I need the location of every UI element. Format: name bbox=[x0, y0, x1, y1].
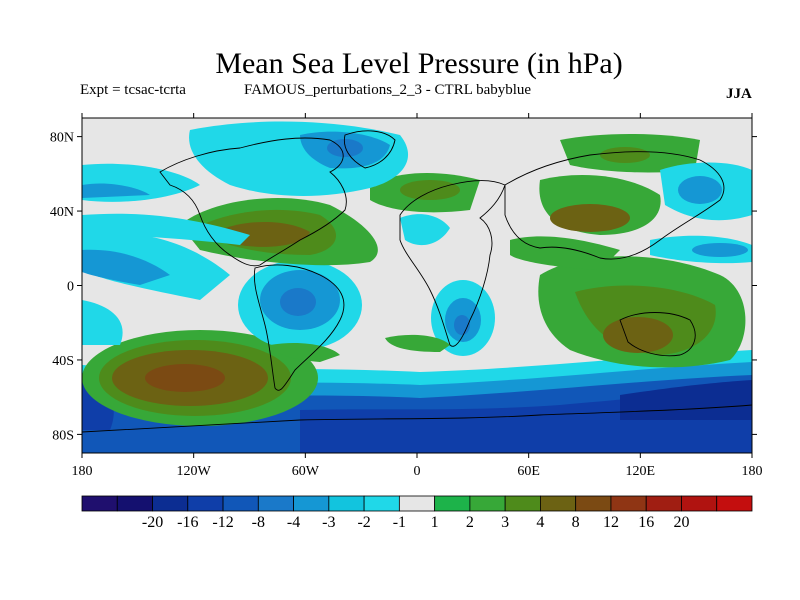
y-tick-label: 80N bbox=[50, 131, 74, 146]
asia-high bbox=[370, 134, 700, 235]
y-tick-label: 0 bbox=[67, 280, 74, 295]
colorbar-labels: -20 -16 -12 -8 -4 -3 -2 -1 1 2 3 4 8 12 16 20 bbox=[142, 514, 690, 531]
colorbar-label: 3 bbox=[501, 514, 509, 531]
colorbar-box bbox=[575, 495, 612, 512]
colorbar-box bbox=[504, 495, 541, 512]
colorbar-label: -1 bbox=[393, 514, 406, 531]
colorbar-box bbox=[610, 495, 647, 512]
x-tick-label: 180 bbox=[72, 464, 93, 479]
colorbar-label: -8 bbox=[252, 514, 265, 531]
y-tick-label: 80S bbox=[52, 428, 74, 443]
colorbar-label: 2 bbox=[466, 514, 474, 531]
colorbar-box bbox=[116, 495, 153, 512]
south-pacific-high bbox=[82, 330, 318, 426]
colorbar-box bbox=[222, 495, 259, 512]
coastlines bbox=[82, 130, 752, 433]
colorbar-box bbox=[716, 495, 753, 512]
colorbar-box bbox=[152, 495, 189, 512]
colorbar-box bbox=[328, 495, 365, 512]
colorbar-box bbox=[187, 495, 224, 512]
x-tick-label: 180 bbox=[742, 464, 763, 479]
colorbar-box bbox=[540, 495, 577, 512]
colorbar-label: -3 bbox=[322, 514, 335, 531]
colorbar-label: 1 bbox=[431, 514, 439, 531]
y-tick-label: 40S bbox=[52, 354, 74, 369]
colorbar-box bbox=[645, 495, 682, 512]
north-lows bbox=[82, 121, 752, 264]
north-america-high bbox=[180, 197, 378, 266]
x-tick-label: 120E bbox=[626, 464, 656, 479]
colorbar-box bbox=[681, 495, 718, 512]
colorbar-label: -12 bbox=[212, 514, 233, 531]
colorbar-box bbox=[293, 495, 330, 512]
equatorial-belt bbox=[82, 213, 450, 362]
colorbar-label: -16 bbox=[177, 514, 198, 531]
axis-ticks: 80N 40N 0 40S 80S 180 120W 60W 0 60E 120E 180 bbox=[50, 113, 763, 479]
colorbar-label: 16 bbox=[638, 514, 654, 531]
experiment-label: Expt = tcsac-tcrta bbox=[80, 82, 186, 98]
chart-title: Mean Sea Level Pressure (in hPa) bbox=[215, 47, 623, 80]
colorbar-label: -20 bbox=[142, 514, 163, 531]
south-america-low bbox=[82, 232, 362, 350]
indian-ocean-high bbox=[510, 236, 746, 368]
colorbar-box bbox=[363, 495, 400, 512]
pressure-field bbox=[82, 118, 752, 453]
x-tick-label: 0 bbox=[414, 464, 421, 479]
dataset-label: FAMOUS_perturbations_2_3 - CTRL babyblue bbox=[244, 82, 532, 98]
x-tick-label: 60E bbox=[517, 464, 540, 479]
colorbar-label: 20 bbox=[673, 514, 689, 531]
colorbar-label: -4 bbox=[287, 514, 300, 531]
x-tick-label: 120W bbox=[177, 464, 212, 479]
colorbar-box bbox=[434, 495, 471, 512]
colorbar-box bbox=[257, 495, 294, 512]
colorbar-label: 12 bbox=[603, 514, 619, 531]
colorbar-box bbox=[398, 495, 436, 512]
colorbar-label: 8 bbox=[572, 514, 580, 531]
x-tick-label: 60W bbox=[292, 464, 320, 479]
colorbar-box bbox=[81, 495, 118, 512]
colorbar-label: -2 bbox=[357, 514, 370, 531]
y-tick-label: 40N bbox=[50, 205, 74, 220]
colorbar-label: 4 bbox=[536, 514, 544, 531]
colorbar-box bbox=[469, 495, 506, 512]
colorbar-boxes bbox=[81, 495, 753, 512]
season-label: JJA bbox=[726, 86, 752, 102]
